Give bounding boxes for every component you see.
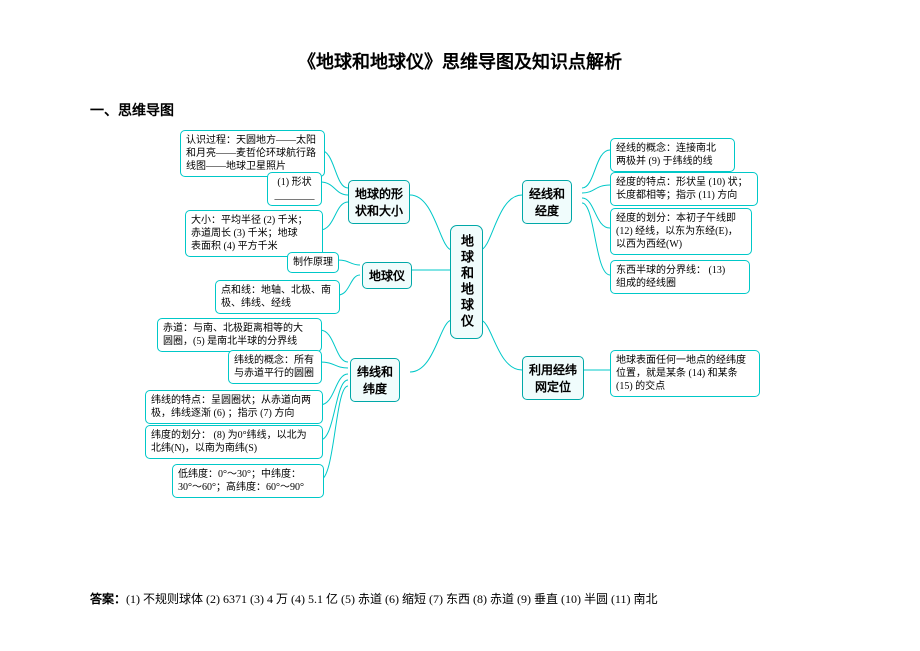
page-title: 《地球和地球仪》思维导图及知识点解析 (0, 0, 920, 74)
branch-globe: 地球仪 (362, 262, 412, 289)
section-header: 一、思维导图 (90, 100, 174, 120)
leaf-lat-divide: 纬度的划分： (8) 为0°纬线，以北为 北纬(N)，以南为南纬(S) (145, 425, 323, 459)
leaf-lon-concept: 经线的概念：连接南北 两极并 (9) 于纬线的线 (610, 138, 735, 172)
leaf-lon-divide: 经度的划分：本初子午线即 (12) 经线，以东为东经(E)， 以西为西经(W) (610, 208, 752, 255)
branch-lon: 经线和 经度 (522, 180, 572, 224)
leaf-points-lines: 点和线：地轴、北极、南 极、纬线、经线 (215, 280, 340, 314)
leaf-lat-range: 低纬度：0°～30°；中纬度： 30°～60°；高纬度：60°～90° (172, 464, 324, 498)
leaf-size: 大小：平均半径 (2) 千米； 赤道周长 (3) 千米；地球 表面积 (4) 平… (185, 210, 323, 257)
leaf-lat-feature: 纬线的特点：呈圆圈状；从赤道向两 极，纬线逐渐 (6) ；指示 (7) 方向 (145, 390, 323, 424)
branch-shape: 地球的形 状和大小 (348, 180, 410, 224)
answer-label: 答案： (90, 592, 126, 606)
leaf-lat-concept: 纬线的概念：所有 与赤道平行的圆圈 (228, 350, 322, 384)
branch-lat: 纬线和 纬度 (350, 358, 400, 402)
leaf-principle: 制作原理 (287, 252, 339, 273)
answer-text: (1) 不规则球体 (2) 6371 (3) 4 万 (4) 5.1 亿 (5)… (126, 592, 657, 606)
branch-locate: 利用经纬 网定位 (522, 356, 584, 400)
mind-map: 地球和地球仪 地球的形 状和大小 地球仪 纬线和 纬度 经线和 经度 利用经纬 … (0, 120, 920, 570)
leaf-equator: 赤道：与南、北极距离相等的大 圆圈，(5) 是南北半球的分界线 (157, 318, 322, 352)
leaf-shape: (1) 形状 ________ (267, 172, 322, 206)
leaf-recognition: 认识过程：天圆地方——太阳 和月亮——麦哲伦环球航行路 线图——地球卫星照片 (180, 130, 325, 177)
leaf-lon-feature: 经度的特点：形状呈 (10) 状； 长度都相等；指示 (11) 方向 (610, 172, 758, 206)
connector-lines (0, 120, 920, 570)
answer-line: 答案：(1) 不规则球体 (2) 6371 (3) 4 万 (4) 5.1 亿 … (90, 590, 890, 609)
leaf-hemisphere: 东西半球的分界线： (13) 组成的经线圈 (610, 260, 750, 294)
center-node: 地球和地球仪 (450, 225, 483, 339)
leaf-locate: 地球表面任何一地点的经纬度 位置，就是某条 (14) 和某条 (15) 的交点 (610, 350, 760, 397)
